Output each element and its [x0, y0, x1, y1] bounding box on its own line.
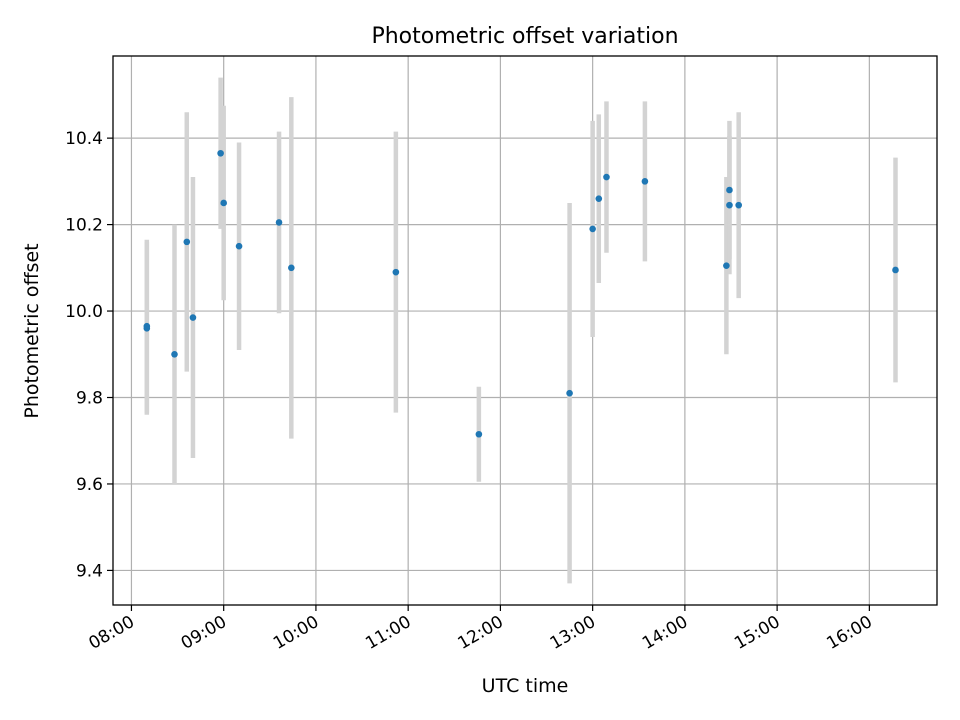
data-point	[641, 178, 649, 185]
chart-title: Photometric offset variation	[371, 24, 678, 49]
y-tick-label: 10.0	[65, 302, 103, 322]
x-tick-label: 10:00	[270, 612, 322, 654]
y-tick-label: 9.4	[76, 561, 103, 581]
x-tick-label: 15:00	[731, 612, 783, 654]
data-point	[288, 264, 295, 272]
data-point	[566, 389, 573, 397]
data-point	[589, 225, 596, 233]
y-axis-label: Photometric offset	[21, 243, 43, 418]
data-point	[595, 195, 603, 202]
y-tick-label: 9.6	[76, 475, 103, 495]
y-axis-ticks: 9.4 9.6 9.8 10.0 10.2 10.4	[65, 129, 113, 581]
y-tick-label: 10.2	[65, 216, 103, 236]
error-bars	[144, 77, 898, 584]
x-tick-label: 16:00	[823, 612, 875, 654]
x-axis-ticks: 08:00 09:00 10:00 11:00 12:00 13:00 14:00 15:00…	[86, 605, 876, 654]
data-point	[892, 266, 899, 274]
x-tick-label: 11:00	[362, 612, 414, 654]
plot-frame	[112, 55, 938, 606]
data-point	[143, 322, 151, 330]
data-point	[726, 201, 733, 209]
y-tick-label: 10.4	[65, 129, 103, 149]
x-tick-label: 14:00	[639, 612, 691, 654]
data-point	[189, 314, 197, 321]
data-point	[726, 186, 733, 194]
data-point	[735, 201, 742, 209]
data-point	[217, 149, 224, 157]
data-point	[723, 262, 730, 269]
grid	[113, 56, 937, 605]
x-tick-label: 12:00	[454, 612, 506, 654]
x-tick-label: 08:00	[86, 612, 138, 654]
data-point	[220, 199, 227, 207]
data-point	[183, 238, 191, 246]
data-point	[235, 242, 243, 250]
x-tick-label: 09:00	[178, 612, 230, 654]
data-points	[143, 149, 899, 438]
x-tick-label: 13:00	[547, 612, 599, 654]
x-axis-label: UTC time	[482, 675, 569, 697]
data-point	[603, 173, 610, 181]
data-point	[392, 268, 400, 276]
data-point	[475, 430, 483, 438]
data-point	[275, 219, 283, 226]
data-point	[171, 350, 178, 358]
y-tick-label: 9.8	[76, 389, 103, 409]
